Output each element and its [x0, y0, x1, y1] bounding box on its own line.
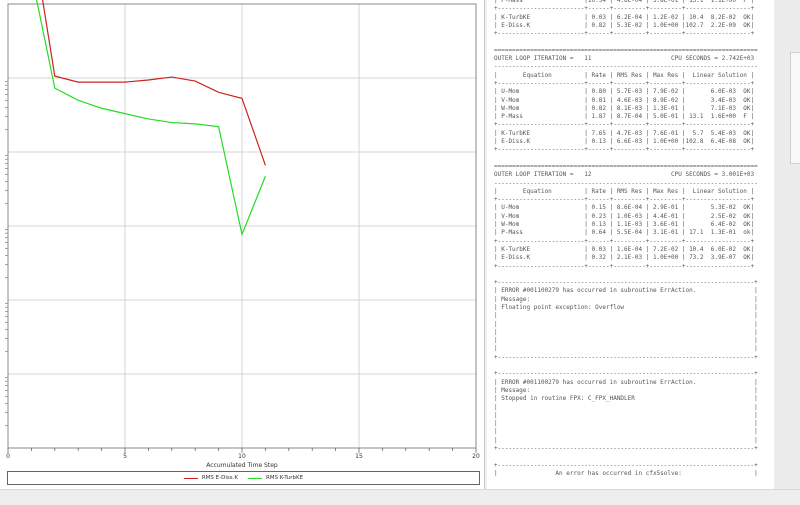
output-line [494, 271, 758, 279]
output-line: | E-Diss.K | 0.82 | 5.3E-02 | 1.0E+00 |1… [494, 22, 758, 30]
status-bar [0, 489, 800, 505]
output-line: +---------------------------------------… [494, 462, 758, 470]
legend-item-e-diss: RMS E-Diss.K [184, 475, 238, 481]
output-line: | | [494, 428, 758, 436]
output-line: | An error has occurred in cfx5solve: | [494, 470, 758, 478]
output-line: +------------------------+------+-------… [494, 5, 758, 13]
chart-legend: RMS E-Diss.K RMS K-TurbKE [7, 471, 480, 485]
output-line: +------------------------+------+-------… [494, 121, 758, 129]
x-tick-label: 20 [472, 453, 480, 460]
output-line: ========================================… [494, 47, 758, 55]
output-line: | | [494, 412, 758, 420]
output-line: ----------------------------------------… [494, 63, 758, 71]
output-line: | K-TurbKE | 0.03 | 1.6E-04 | 7.2E-02 | … [494, 246, 758, 254]
output-line: +------------------------+------+-------… [494, 263, 758, 271]
output-line: | Equation | Rate | RMS Res | Max Res | … [494, 72, 758, 80]
series-line-e-diss [31, 0, 265, 165]
output-line: | U-Mom | 0.15 | 8.6E-04 | 2.9E-01 | 5.3… [494, 204, 758, 212]
output-line: +---------------------------------------… [494, 279, 758, 287]
series-line-k-turbke [31, 0, 265, 234]
x-tick-label: 15 [355, 453, 363, 460]
output-line: | Stopped in routine FPX: C_FPX_HANDLER … [494, 395, 758, 403]
output-line: ----------------------------------------… [494, 180, 758, 188]
output-line: | Floating point exception: Overflow | [494, 304, 758, 312]
output-line: | U-Mom | 0.80 | 5.7E-03 | 7.9E-02 | 6.0… [494, 88, 758, 96]
output-line: +------------------------+------+-------… [494, 146, 758, 154]
output-line: ========================================… [494, 163, 758, 171]
output-line: +---------------------------------------… [494, 445, 758, 453]
output-line: | E-Diss.K | 0.32 | 2.1E-03 | 1.0E+00 | … [494, 254, 758, 262]
output-line: | | [494, 345, 758, 353]
output-line: +------------------------+------+-------… [494, 30, 758, 38]
output-line [494, 453, 758, 461]
output-line: | V-Mom | 0.23 | 1.0E-03 | 4.4E-01 | 2.5… [494, 213, 758, 221]
output-line [494, 362, 758, 370]
output-line: | | [494, 420, 758, 428]
output-line: | K-TurbKE | 7.65 | 4.7E-03 | 7.6E-01 | … [494, 130, 758, 138]
output-line: | ERROR #001100279 has occurred in subro… [494, 287, 758, 295]
x-axis-title: Accumulated Time Step [0, 462, 484, 469]
output-line: | W-Mom | 0.82 | 8.1E-03 | 1.3E-01 | 7.1… [494, 105, 758, 113]
output-line: OUTER LOOP ITERATION = 12 CPU SECONDS = … [494, 171, 758, 179]
output-line: | Equation | Rate | RMS Res | Max Res | … [494, 188, 758, 196]
output-line: +---------------------------------------… [494, 370, 758, 378]
output-line: | K-TurbKE | 0.03 | 6.2E-04 | 1.2E-02 | … [494, 14, 758, 22]
side-widget[interactable] [790, 52, 800, 164]
output-line: +------------------------+------+-------… [494, 196, 758, 204]
output-line: +------------------------+------+-------… [494, 238, 758, 246]
legend-swatch-green [248, 478, 262, 479]
x-tick-label: 5 [123, 453, 127, 460]
output-line [494, 155, 758, 163]
output-line: | E-Diss.K | 0.13 | 6.6E-03 | 1.0E+00 |1… [494, 138, 758, 146]
output-line: | | [494, 329, 758, 337]
output-line: | | [494, 321, 758, 329]
legend-label: RMS E-Diss.K [202, 475, 238, 481]
x-tick-label: 10 [238, 453, 246, 460]
solver-output-text[interactable]: | P-Mass |10.54 | 4.6E-04 | 3.8E-01 | 13… [487, 0, 774, 489]
output-line: | P-Mass | 0.64 | 5.5E-04 | 3.1E-01 | 17… [494, 229, 758, 237]
output-line: +---------------------------------------… [494, 354, 758, 362]
legend-label: RMS K-TurbKE [266, 475, 303, 481]
output-line [494, 38, 758, 46]
output-lines: | P-Mass |10.54 | 4.6E-04 | 3.8E-01 | 13… [494, 0, 758, 478]
legend-item-k-turbke: RMS K-TurbKE [248, 475, 303, 481]
x-tick-label: 0 [6, 453, 10, 460]
residual-chart-panel: 0 5 10 15 20 Accumulated Time Step RMS E-Dis… [0, 0, 485, 489]
output-line: | Message: | [494, 296, 758, 304]
output-line: | | [494, 337, 758, 345]
output-line: | | [494, 404, 758, 412]
output-line: | Message: | [494, 387, 758, 395]
output-line: | V-Mom | 0.81 | 4.6E-03 | 8.9E-02 | 3.4… [494, 97, 758, 105]
legend-swatch-red [184, 478, 198, 479]
output-line: | W-Mom | 0.13 | 1.1E-03 | 3.6E-01 | 6.4… [494, 221, 758, 229]
output-line: | P-Mass | 1.87 | 8.7E-04 | 5.0E-01 | 13… [494, 113, 758, 121]
output-line: OUTER LOOP ITERATION = 11 CPU SECONDS = … [494, 55, 758, 63]
output-line: | | [494, 437, 758, 445]
output-line: | ERROR #001100279 has occurred in subro… [494, 379, 758, 387]
output-line: | | [494, 312, 758, 320]
output-line: +------------------------+------+-------… [494, 80, 758, 88]
residual-plot [0, 0, 484, 470]
